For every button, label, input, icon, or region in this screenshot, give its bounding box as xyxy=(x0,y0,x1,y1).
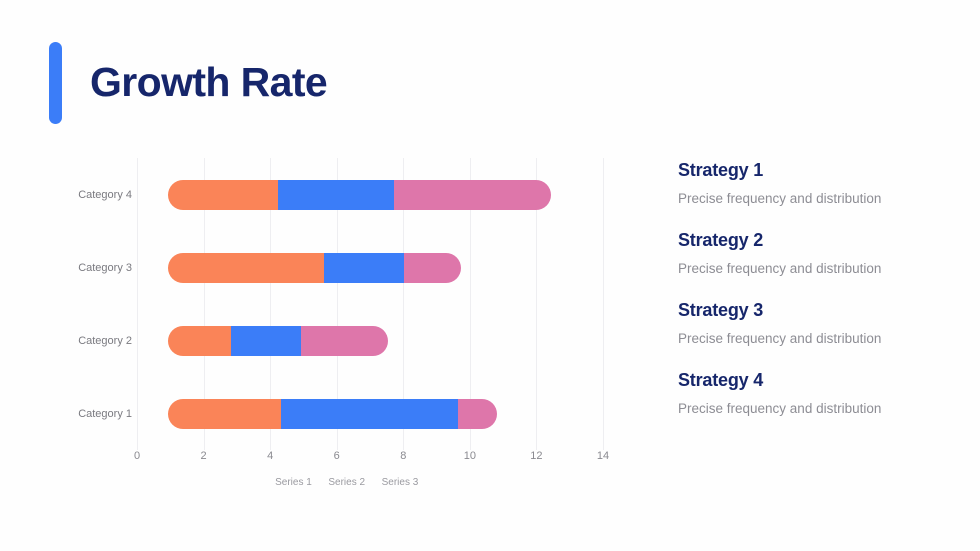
chart-bar-segment-series-1[interactable] xyxy=(167,179,278,210)
strategy-title: Strategy 2 xyxy=(678,230,764,250)
chart-bar-segment-series-2[interactable] xyxy=(277,179,395,210)
chart-bar-segment-series-1[interactable] xyxy=(167,398,282,429)
stacked-bar-chart: Category 1 Category 2 Category 3 Category 4… xyxy=(0,150,640,500)
chart-legend: Series 1 Series 2 Series 3 xyxy=(137,477,603,495)
strategy-title: Strategy 4 xyxy=(678,370,764,390)
chart-bar-segment-series-3[interactable] xyxy=(457,398,498,429)
chart-x-tick-label: 10 xyxy=(463,450,476,462)
chart-gridline xyxy=(536,158,538,450)
chart-bar-segment-series-3[interactable] xyxy=(394,179,551,210)
chart-legend-item-series-1[interactable]: Series 1 xyxy=(275,477,312,488)
chart-category-label: Category 4 xyxy=(78,188,132,201)
chart-x-tick-label: 14 xyxy=(596,450,610,462)
chart-bar-segment-series-2[interactable] xyxy=(231,325,302,356)
strategy-list: Strategy 1 Precise frequency and distribu… xyxy=(678,160,958,440)
chart-x-axis: 0 2 4 6 8 10 12 14 xyxy=(133,450,609,470)
strategy-item: Strategy 3 Precise frequency and distribu… xyxy=(678,300,958,347)
chart-gridline xyxy=(403,158,405,450)
chart-gridline xyxy=(336,158,338,450)
chart-gridline xyxy=(203,158,205,450)
chart-bar-row[interactable] xyxy=(137,252,603,283)
chart-bar-row[interactable] xyxy=(137,179,603,210)
chart-category-label: Category 3 xyxy=(78,261,132,274)
chart-plot-area xyxy=(137,158,604,450)
chart-bar-segment-series-3[interactable] xyxy=(404,252,461,283)
chart-legend-item-series-3[interactable]: Series 3 xyxy=(381,477,419,488)
page-title: Growth Rate xyxy=(90,59,328,105)
strategy-description: Precise frequency and distribution xyxy=(678,401,882,416)
chart-legend-item-series-2[interactable]: Series 2 xyxy=(328,477,366,488)
strategy-title: Strategy 3 xyxy=(678,300,764,320)
chart-bar-row[interactable] xyxy=(137,325,603,356)
strategy-item: Strategy 4 Precise frequency and distribu… xyxy=(678,370,958,417)
chart-x-tick-label: 8 xyxy=(400,450,407,462)
chart-bar-row[interactable] xyxy=(137,398,603,429)
title-accent-bar xyxy=(49,42,62,124)
strategy-item: Strategy 1 Precise frequency and distribu… xyxy=(678,160,958,207)
chart-x-tick-label: 12 xyxy=(530,450,543,462)
chart-gridline xyxy=(137,158,138,450)
strategy-item: Strategy 2 Precise frequency and distribu… xyxy=(678,230,958,277)
chart-category-label: Category 1 xyxy=(78,407,132,420)
strategy-title: Strategy 1 xyxy=(678,160,764,180)
chart-bar-segment-series-2[interactable] xyxy=(281,398,458,429)
chart-category-label: Category 2 xyxy=(78,334,132,347)
chart-gridline xyxy=(469,158,471,450)
chart-bar-segment-series-1[interactable] xyxy=(167,252,325,283)
strategy-description: Precise frequency and distribution xyxy=(678,191,882,206)
chart-x-tick-label: 6 xyxy=(333,450,340,462)
chart-bar-segment-series-1[interactable] xyxy=(167,325,232,356)
chart-gridline xyxy=(603,158,604,450)
chart-category-axis: Category 1 Category 2 Category 3 Category 4 xyxy=(46,150,132,500)
chart-x-tick-label: 0 xyxy=(133,450,141,462)
chart-bar-segment-series-2[interactable] xyxy=(324,252,405,283)
strategy-description: Precise frequency and distribution xyxy=(678,261,882,276)
chart-gridline xyxy=(270,158,272,450)
chart-x-tick-label: 2 xyxy=(200,450,207,462)
strategy-description: Precise frequency and distribution xyxy=(678,331,882,346)
chart-bar-segment-series-3[interactable] xyxy=(301,325,388,356)
chart-x-tick-label: 4 xyxy=(267,450,274,462)
